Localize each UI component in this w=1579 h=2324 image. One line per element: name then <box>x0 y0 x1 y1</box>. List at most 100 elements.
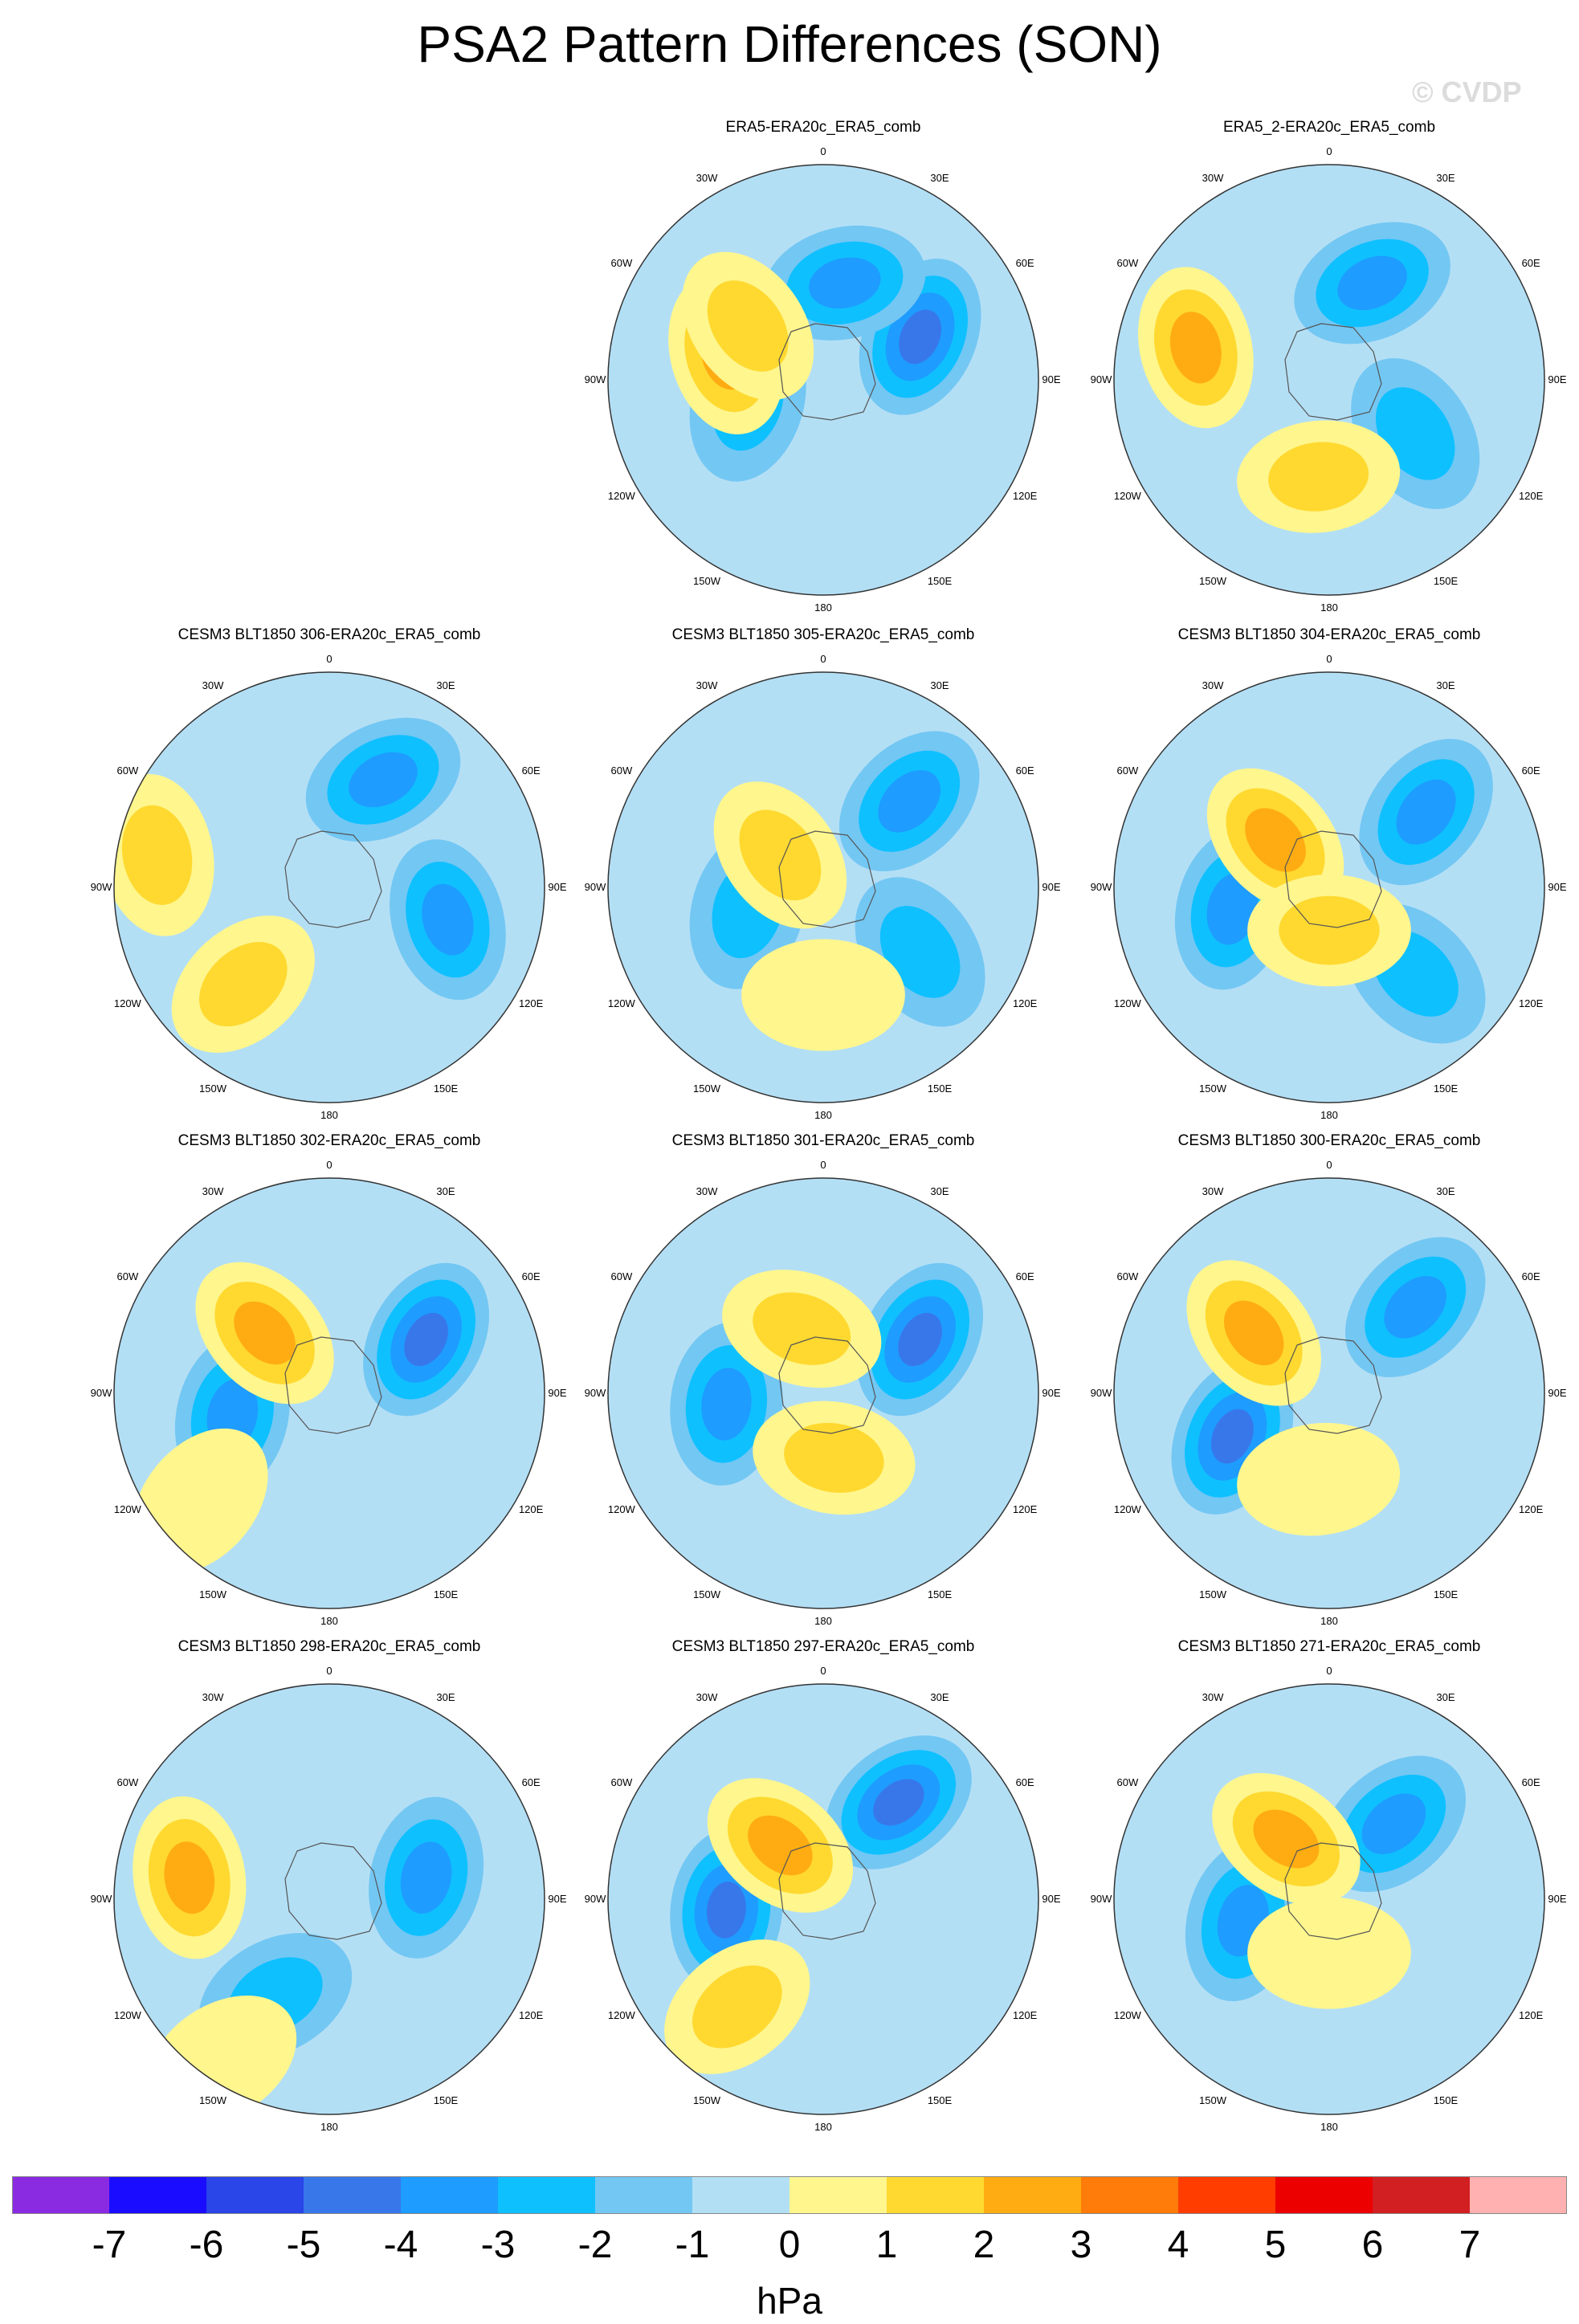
longitude-label: 120E <box>1013 1503 1038 1515</box>
longitude-label: 90W <box>585 1387 606 1399</box>
longitude-label: 30E <box>930 1691 949 1703</box>
background-field <box>114 1178 545 1608</box>
antarctica-coastline <box>1284 830 1382 928</box>
longitude-label: 90E <box>1042 1893 1060 1905</box>
longitude-label: 120W <box>114 2009 142 2021</box>
longitude-label: 150W <box>693 1588 721 1600</box>
longitude-label: 60W <box>610 257 632 269</box>
longitude-label: 150W <box>693 575 721 587</box>
longitude-label: 90E <box>1548 881 1566 893</box>
longitude-label: 150W <box>693 1082 721 1095</box>
longitude-label: 0 <box>820 653 826 665</box>
positive-anomaly-contour <box>753 1292 851 1365</box>
longitude-label: 60E <box>522 1270 541 1282</box>
longitude-label: 30W <box>202 1185 224 1197</box>
map-boundary <box>113 1177 545 1609</box>
negative-anomaly-contour <box>1384 1276 1446 1339</box>
longitude-label: 30E <box>1436 172 1455 184</box>
colorbar-tick-label: -3 <box>480 2224 516 2266</box>
panel-title: CESM3 BLT1850 298-ERA20c_ERA5_comb <box>177 1638 481 1655</box>
longitude-label: 0 <box>1326 1159 1332 1171</box>
antarctica-coastline <box>284 1336 382 1434</box>
longitude-label: 120E <box>1519 1503 1544 1515</box>
longitude-label: 180 <box>320 1109 338 1121</box>
longitude-label: 60W <box>1116 257 1138 269</box>
longitude-label: 180 <box>1320 2121 1338 2133</box>
longitude-label: 150E <box>1434 1588 1459 1600</box>
longitude-label: 180 <box>1320 1109 1338 1121</box>
longitude-label: 150W <box>199 1588 227 1600</box>
longitude-label: 150W <box>1199 1082 1227 1095</box>
colorbar-tick-label: 2 <box>973 2224 995 2266</box>
map-boundary <box>113 671 545 1103</box>
longitude-label: 90W <box>91 1387 112 1399</box>
longitude-label: 30E <box>436 1185 455 1197</box>
background-field <box>608 1178 1038 1608</box>
longitude-label: 120W <box>1114 490 1142 502</box>
longitude-label: 30E <box>930 679 949 691</box>
longitude-label: 0 <box>820 1665 826 1677</box>
figure-title: PSA2 Pattern Differences (SON) <box>417 15 1162 73</box>
longitude-label: 180 <box>814 1109 832 1121</box>
map-panel: CESM3 BLT1850 297-ERA20c_ERA5_comb 0 30E 60… <box>574 1638 1072 2136</box>
longitude-label: 30W <box>696 1185 718 1197</box>
colorbar-segment <box>498 2176 595 2213</box>
colorbar-segment <box>304 2176 401 2213</box>
negative-anomaly-contour <box>422 883 474 956</box>
longitude-label: 150E <box>434 2094 459 2106</box>
longitude-label: 30W <box>1202 1691 1224 1703</box>
longitude-label: 90W <box>1091 881 1112 893</box>
negative-anomaly-contour <box>879 906 961 998</box>
map-boundary <box>607 1683 1039 2115</box>
longitude-label: 60W <box>610 764 632 777</box>
longitude-label: 90W <box>585 1893 606 1905</box>
longitude-label: 60E <box>1016 257 1034 269</box>
negative-anomaly-contour <box>1361 1793 1426 1854</box>
antarctica-coastline <box>778 323 876 421</box>
colorbar-segment <box>595 2176 692 2213</box>
positive-anomaly-contour <box>1237 1422 1401 1536</box>
negative-anomaly-contour <box>899 309 942 365</box>
colorbar-segment <box>790 2176 887 2213</box>
longitude-label: 60E <box>1522 1776 1540 1788</box>
polar-map: 0 30E 60E 90E 120E 150E 180 150W 120W 90W 60W 30W <box>1091 653 1567 1121</box>
longitude-label: 90W <box>585 373 606 385</box>
longitude-label: 60W <box>610 1776 632 1788</box>
polar-map: 0 30E 60E 90E 120E 150E 180 150W 120W 90W 60W 30W <box>1091 1665 1567 2133</box>
map-panel: CESM3 BLT1850 301-ERA20c_ERA5_comb 0 30E 60… <box>574 1132 1072 1630</box>
longitude-label: 0 <box>326 653 332 665</box>
longitude-label: 60W <box>1116 764 1138 777</box>
map-panel: CESM3 BLT1850 271-ERA20c_ERA5_comb 0 30E 60… <box>1080 1638 1578 2136</box>
colorbar-tick-label: -2 <box>577 2224 613 2266</box>
longitude-label: 0 <box>820 145 826 157</box>
longitude-label: 90W <box>91 881 112 893</box>
background-field <box>1114 1178 1544 1608</box>
longitude-label: 120W <box>608 1503 636 1515</box>
longitude-label: 90E <box>1042 1387 1060 1399</box>
panel-title: CESM3 BLT1850 302-ERA20c_ERA5_comb <box>177 1132 481 1149</box>
longitude-label: 60W <box>610 1270 632 1282</box>
longitude-label: 60W <box>116 1776 138 1788</box>
longitude-label: 150W <box>1199 575 1227 587</box>
positive-anomaly-contour <box>1223 1300 1284 1366</box>
longitude-label: 90W <box>1091 1387 1112 1399</box>
longitude-label: 30W <box>696 1691 718 1703</box>
positive-anomaly-contour <box>121 805 193 905</box>
longitude-label: 150E <box>1434 575 1459 587</box>
map-boundary <box>1113 1683 1545 2115</box>
longitude-label: 180 <box>814 601 832 614</box>
antarctica-coastline <box>778 1842 876 1940</box>
panel-title: CESM3 BLT1850 300-ERA20c_ERA5_comb <box>1177 1132 1481 1149</box>
polar-map: 0 30E 60E 90E 120E 150E 180 150W 120W 90W 60W 30W <box>585 1159 1061 1627</box>
negative-anomaly-contour <box>701 1368 752 1441</box>
longitude-label: 90E <box>1042 373 1060 385</box>
longitude-label: 30W <box>202 679 224 691</box>
negative-anomaly-contour <box>1210 1409 1254 1464</box>
longitude-label: 60E <box>1522 764 1540 777</box>
positive-anomaly-contour <box>1245 808 1306 872</box>
longitude-label: 90E <box>1548 1387 1566 1399</box>
longitude-label: 90E <box>1548 373 1566 385</box>
colorbar-segment <box>887 2176 984 2213</box>
polar-map: 0 30E 60E 90E 120E 150E 180 150W 120W 90W 60W 30W <box>1091 145 1567 614</box>
polar-map: 0 30E 60E 90E 120E 150E 180 150W 120W 90W 60W 30W <box>1091 1159 1567 1627</box>
